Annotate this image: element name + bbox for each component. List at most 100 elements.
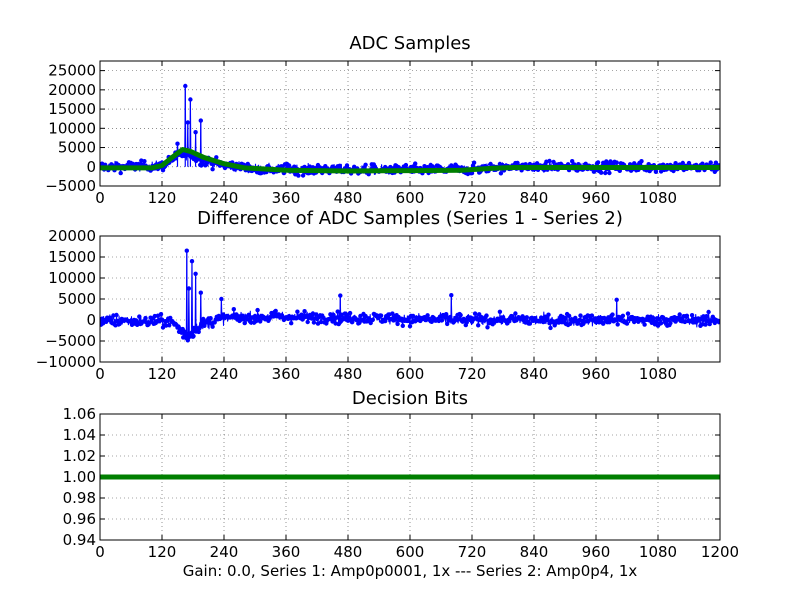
data-point xyxy=(193,271,198,276)
data-point xyxy=(624,321,630,326)
y-tick-label: 1.06 xyxy=(63,405,96,423)
data-point xyxy=(603,170,608,176)
y-tick-label: 10000 xyxy=(48,269,96,287)
data-point xyxy=(335,309,340,314)
y-tick-label: 0.96 xyxy=(63,510,96,528)
x-tick-label: 840 xyxy=(520,543,549,561)
x-tick-label: 840 xyxy=(520,189,549,207)
data-point xyxy=(458,312,463,318)
data-point xyxy=(515,160,520,166)
data-point xyxy=(345,318,351,323)
data-point xyxy=(497,309,503,314)
data-point xyxy=(246,312,251,317)
data-point xyxy=(300,173,306,178)
x-tick-label: 120 xyxy=(148,189,177,207)
y-tick-label: 0 xyxy=(86,311,96,329)
data-point xyxy=(295,309,300,314)
panel-title: ADC Samples xyxy=(349,33,470,54)
y-tick-label: 0 xyxy=(86,158,96,176)
data-point xyxy=(589,313,595,318)
data-point xyxy=(210,324,215,329)
data-point xyxy=(344,163,350,168)
y-tick-label: 5000 xyxy=(58,139,96,157)
data-point xyxy=(599,170,604,175)
data-point xyxy=(513,311,518,316)
data-point xyxy=(193,130,198,135)
decision-bits-panel: Decision Bits 0 120 240 360 480 600 720 840 960 10… xyxy=(63,388,740,561)
data-point xyxy=(713,160,719,165)
y-tick-label: 20000 xyxy=(48,227,96,245)
data-point xyxy=(620,313,626,318)
data-point xyxy=(703,322,708,327)
data-point xyxy=(448,314,453,320)
data-point xyxy=(311,320,317,325)
axes-frame xyxy=(99,413,721,541)
data-point xyxy=(645,314,650,319)
data-point xyxy=(429,319,434,324)
data-point xyxy=(610,312,615,317)
data-point xyxy=(188,97,193,102)
x-tick-label: 0 xyxy=(95,365,105,383)
x-tick-label: 0 xyxy=(95,543,105,561)
x-tick-label: 960 xyxy=(582,543,611,561)
x-tick-label: 360 xyxy=(272,365,301,383)
data-point xyxy=(184,248,189,253)
y-tick-label: 1.04 xyxy=(63,426,96,444)
data-point xyxy=(632,161,637,166)
plot-area xyxy=(100,248,720,343)
data-point xyxy=(255,307,260,313)
series-line xyxy=(100,85,720,176)
data-point xyxy=(363,313,368,319)
data-point xyxy=(653,319,659,325)
data-point xyxy=(363,162,368,167)
data-point xyxy=(547,158,552,164)
data-point xyxy=(130,161,136,167)
data-point xyxy=(614,160,619,165)
data-point xyxy=(613,318,618,323)
x-tick-label: 960 xyxy=(582,189,611,207)
data-point xyxy=(551,159,556,165)
data-point xyxy=(347,310,353,316)
data-point xyxy=(444,312,449,317)
data-point xyxy=(706,309,711,315)
data-point xyxy=(472,311,478,316)
data-point xyxy=(390,311,395,316)
data-point xyxy=(507,319,512,324)
data-point xyxy=(143,315,148,321)
x-tick-label: 360 xyxy=(272,543,301,561)
x-tick-label: 360 xyxy=(272,189,301,207)
data-point xyxy=(186,286,192,291)
y-tick-label: 15000 xyxy=(48,100,96,118)
data-point xyxy=(201,316,206,322)
data-point xyxy=(210,167,215,172)
data-point xyxy=(114,312,119,318)
data-point xyxy=(546,312,551,317)
data-point xyxy=(370,317,375,322)
data-point xyxy=(321,315,326,320)
data-point xyxy=(677,312,682,317)
data-point xyxy=(595,160,601,165)
data-point xyxy=(175,141,180,146)
data-point xyxy=(383,318,388,324)
x-tick-label: 1080 xyxy=(639,189,677,207)
data-point xyxy=(289,321,294,326)
data-point xyxy=(615,322,620,327)
data-point xyxy=(189,259,195,264)
data-point xyxy=(378,313,384,318)
y-tick-label: 1.00 xyxy=(63,468,96,486)
y-tick-label: 15000 xyxy=(48,248,96,266)
data-point xyxy=(346,315,352,320)
data-point xyxy=(108,315,113,321)
data-point xyxy=(570,159,575,164)
data-point xyxy=(578,313,583,318)
difference-panel: Difference of ADC Samples (Series 1 - Se… xyxy=(36,208,721,383)
data-point xyxy=(548,325,553,331)
data-point xyxy=(185,120,190,125)
data-point xyxy=(219,296,224,302)
series-line xyxy=(100,147,720,174)
data-point xyxy=(407,324,413,329)
x-tick-label: 120 xyxy=(148,543,177,561)
data-point xyxy=(198,118,203,123)
data-point xyxy=(484,313,489,318)
